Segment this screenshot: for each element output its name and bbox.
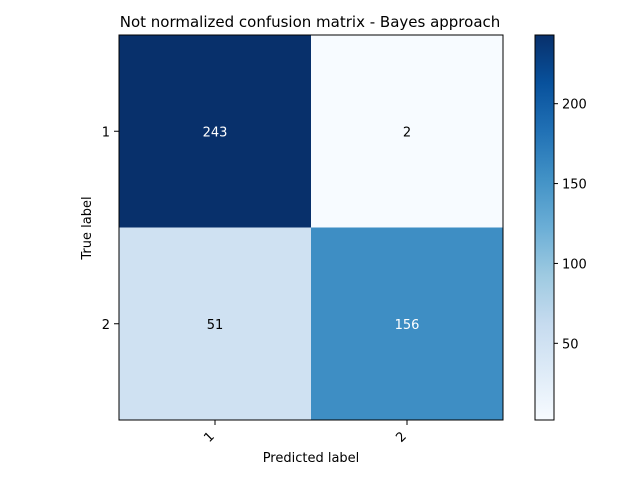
y-tick-label: 2 <box>102 318 110 333</box>
x-axis-label: Predicted label <box>263 451 360 466</box>
colorbar <box>534 34 555 421</box>
plot-frame <box>118 34 504 421</box>
heatmap-cells: 243 2 51 156 <box>119 35 503 420</box>
x-tick-label: 1 <box>201 429 217 445</box>
x-tick-label: 2 <box>393 429 409 445</box>
cell-value-label: 243 <box>203 125 228 140</box>
colorbar-ticks: 50 100 150 200 <box>554 98 587 352</box>
heatmap-cell <box>311 227 503 420</box>
y-axis-ticks: 12 <box>102 125 119 333</box>
heatmap-cell <box>119 35 311 228</box>
cell-value-label: 2 <box>403 125 411 140</box>
colorbar-tick-label: 50 <box>562 337 579 352</box>
colorbar-tick-label: 150 <box>562 178 587 193</box>
heatmap-cell <box>119 227 311 420</box>
y-axis-label: True label <box>80 196 95 260</box>
heatmap-cell <box>311 35 503 228</box>
cell-value-label: 156 <box>395 318 420 333</box>
y-tick-label: 1 <box>102 125 110 140</box>
colorbar-tick-label: 200 <box>562 98 587 113</box>
cell-value-label: 51 <box>207 318 224 333</box>
chart-title: Not normalized confusion matrix - Bayes … <box>120 13 501 31</box>
colorbar-tick-label: 100 <box>562 257 587 272</box>
